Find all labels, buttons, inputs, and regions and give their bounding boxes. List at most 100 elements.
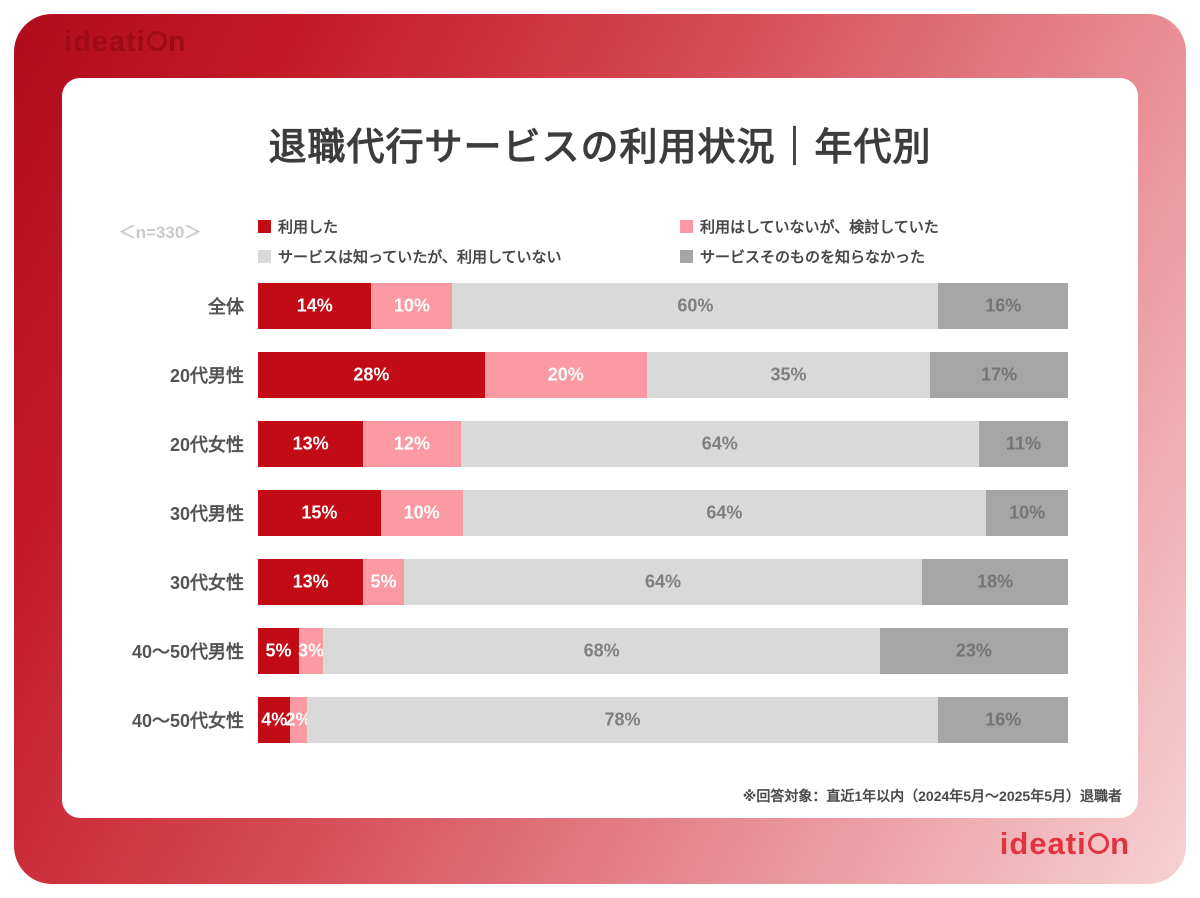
segment-value-label: 16%	[985, 709, 1022, 730]
footnote: ※回答対象：直近1年以内（2024年5月〜2025年5月）退職者	[742, 788, 1122, 804]
legend-label: サービスは知っていたが、利用していない	[278, 248, 562, 266]
bar-track: 14% 10% 60% 16%	[258, 282, 1068, 329]
segment-value-label: 23%	[955, 640, 992, 661]
bar-segment: 5%	[363, 558, 404, 605]
bar-track: 13% 5% 64% 18%	[258, 558, 1068, 605]
bar-segment: 5%	[258, 627, 299, 674]
segment-value-label: 12%	[393, 433, 430, 454]
bar-segment: 13%	[258, 420, 364, 467]
bar-track: 15% 10% 64% 10%	[258, 489, 1068, 536]
segment-value-label: 68%	[583, 640, 620, 661]
chart-row: 40〜50代女性 4% 2% 78% 16%	[62, 696, 1068, 743]
bar-segment: 78%	[306, 696, 939, 743]
category-label: 40〜50代女性	[131, 710, 244, 731]
legend-swatch-icon	[258, 219, 271, 233]
segment-value-label: 60%	[677, 295, 714, 316]
bar-segment: 68%	[323, 627, 880, 674]
bar-segment: 23%	[879, 627, 1068, 674]
category-label: 全体	[208, 296, 244, 317]
legend-item: サービスは知っていたが、利用していない	[258, 246, 680, 267]
segment-value-label: 28%	[353, 364, 390, 385]
bar-segment: 10%	[380, 489, 463, 536]
segment-value-label: 5%	[370, 571, 397, 592]
segment-value-label: 35%	[770, 364, 807, 385]
bar-segment: 16%	[938, 696, 1068, 743]
sample-size-label: ＜n=330＞	[118, 222, 202, 242]
bar-segment: 12%	[363, 420, 461, 467]
content-card: 退職代行サービスの利用状況｜年代別 ＜n=330＞ 利用した 利用はしていないが、…	[62, 78, 1138, 818]
chart-row: 20代女性 13% 12% 64% 11%	[62, 420, 1068, 467]
bar-segment: 18%	[922, 558, 1068, 605]
segment-value-label: 20%	[547, 364, 584, 385]
legend-item: サービスそのものを知らなかった	[680, 246, 1138, 267]
segment-value-label: 2%	[285, 709, 312, 730]
bar-track: 5% 3% 68% 23%	[258, 627, 1068, 674]
chart-row: 20代男性 28% 20% 35% 17%	[62, 351, 1068, 398]
bar-track: 28% 20% 35% 17%	[258, 351, 1068, 398]
bar-segment: 3%	[298, 627, 325, 674]
bar-segment: 64%	[462, 489, 987, 536]
segment-value-label: 13%	[292, 571, 329, 592]
legend-swatch-icon	[258, 249, 271, 263]
bar-segment: 17%	[930, 351, 1068, 398]
legend-swatch-icon	[680, 249, 693, 263]
stacked-bar-chart: 全体 14% 10% 60% 16% 20代男性 28% 20% 35% 17% 20代女性 13% 1…	[62, 282, 1138, 743]
segment-value-label: 10%	[403, 502, 440, 523]
legend-label: サービスそのものを知らなかった	[700, 248, 926, 266]
segment-value-label: 16%	[985, 295, 1022, 316]
segment-value-label: 64%	[706, 502, 743, 523]
segment-value-label: 64%	[701, 433, 738, 454]
chart-row: 全体 14% 10% 60% 16%	[62, 282, 1068, 329]
bar-segment: 64%	[403, 558, 923, 605]
category-label: 30代女性	[169, 572, 244, 593]
category-label: 20代女性	[169, 434, 244, 455]
category-label: 20代男性	[169, 365, 244, 386]
bar-track: 4% 2% 78% 16%	[258, 696, 1068, 743]
logo-o-icon	[1087, 832, 1110, 854]
bar-segment: 13%	[258, 558, 364, 605]
category-label: 40〜50代男性	[131, 641, 244, 662]
legend-area: ＜n=330＞ 利用した 利用はしていないが、検討していたサービスは知っていたが、…	[62, 216, 1138, 267]
bar-segment: 35%	[646, 351, 931, 398]
segment-value-label: 10%	[1009, 502, 1046, 523]
segment-value-label: 13%	[292, 433, 329, 454]
bar-segment: 60%	[452, 282, 939, 329]
bar-segment: 16%	[938, 282, 1068, 329]
brand-logo-bottom: ideati n	[999, 826, 1130, 861]
category-label: 30代男性	[169, 503, 244, 524]
brand-logo-top: ideati n	[64, 26, 187, 58]
legend-item: 利用はしていないが、検討していた	[680, 216, 1138, 237]
page-title: 退職代行サービスの利用状況｜年代別	[268, 127, 932, 169]
bar-segment: 4%	[258, 696, 291, 743]
segment-value-label: 64%	[644, 571, 682, 592]
segment-value-label: 10%	[393, 295, 430, 316]
segment-value-label: 4%	[261, 709, 288, 730]
bar-segment: 20%	[484, 351, 647, 398]
segment-value-label: 5%	[265, 640, 292, 661]
bar-segment: 64%	[460, 420, 979, 467]
chart-row: 40〜50代男性 5% 3% 68% 23%	[62, 627, 1068, 674]
legend-swatch-icon	[680, 219, 693, 233]
segment-value-label: 14%	[296, 295, 333, 316]
bar-segment: 10%	[371, 282, 453, 329]
segment-value-label: 17%	[981, 364, 1018, 385]
chart-row: 30代男性 15% 10% 64% 10%	[62, 489, 1068, 536]
legend-item: 利用した	[258, 216, 680, 237]
bar-segment: 14%	[258, 282, 372, 329]
segment-value-label: 18%	[977, 571, 1014, 592]
bar-segment: 2%	[285, 696, 312, 743]
bar-segment: 11%	[978, 420, 1068, 467]
bar-segment: 28%	[258, 351, 485, 398]
segment-value-label: 15%	[301, 502, 338, 523]
bar-segment: 10%	[986, 489, 1068, 536]
segment-value-label: 78%	[604, 709, 641, 730]
segment-value-label: 3%	[298, 640, 325, 661]
logo-o-icon	[146, 30, 168, 51]
bar-track: 13% 12% 64% 11%	[258, 420, 1068, 467]
legend-label: 利用はしていないが、検討していた	[700, 218, 939, 236]
chart-row: 30代女性 13% 5% 64% 18%	[62, 558, 1068, 605]
bar-segment: 15%	[258, 489, 381, 536]
legend: 利用した 利用はしていないが、検討していたサービスは知っていたが、利用していない サ…	[258, 216, 1138, 267]
segment-value-label: 11%	[1005, 433, 1041, 454]
legend-label: 利用した	[278, 218, 339, 236]
